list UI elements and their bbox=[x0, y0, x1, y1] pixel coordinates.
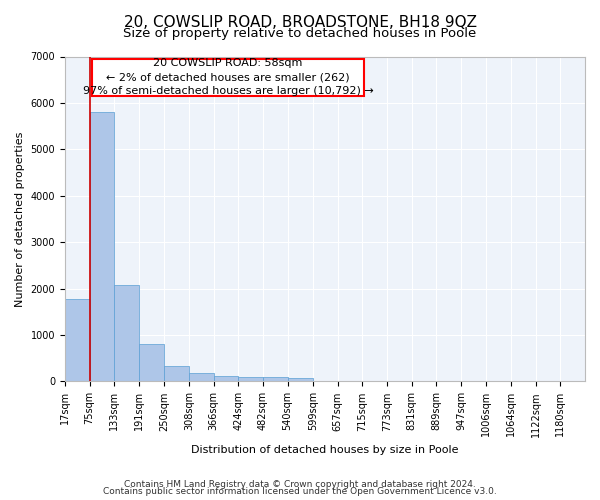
Text: Contains HM Land Registry data © Crown copyright and database right 2024.: Contains HM Land Registry data © Crown c… bbox=[124, 480, 476, 489]
FancyBboxPatch shape bbox=[92, 59, 364, 96]
Bar bbox=[189, 372, 214, 382]
Bar bbox=[214, 376, 238, 382]
Bar bbox=[115, 285, 139, 382]
X-axis label: Distribution of detached houses by size in Poole: Distribution of detached houses by size … bbox=[191, 445, 459, 455]
Bar bbox=[89, 112, 115, 382]
Bar bbox=[263, 378, 287, 382]
Bar bbox=[164, 366, 189, 382]
Bar bbox=[65, 299, 89, 382]
Bar bbox=[287, 378, 313, 382]
Bar bbox=[139, 344, 164, 382]
Text: 20 COWSLIP ROAD: 58sqm
← 2% of detached houses are smaller (262)
97% of semi-det: 20 COWSLIP ROAD: 58sqm ← 2% of detached … bbox=[83, 58, 373, 96]
Text: Contains public sector information licensed under the Open Government Licence v3: Contains public sector information licen… bbox=[103, 487, 497, 496]
Text: Size of property relative to detached houses in Poole: Size of property relative to detached ho… bbox=[124, 28, 476, 40]
Bar bbox=[238, 377, 263, 382]
Y-axis label: Number of detached properties: Number of detached properties bbox=[15, 132, 25, 306]
Text: 20, COWSLIP ROAD, BROADSTONE, BH18 9QZ: 20, COWSLIP ROAD, BROADSTONE, BH18 9QZ bbox=[124, 15, 476, 30]
